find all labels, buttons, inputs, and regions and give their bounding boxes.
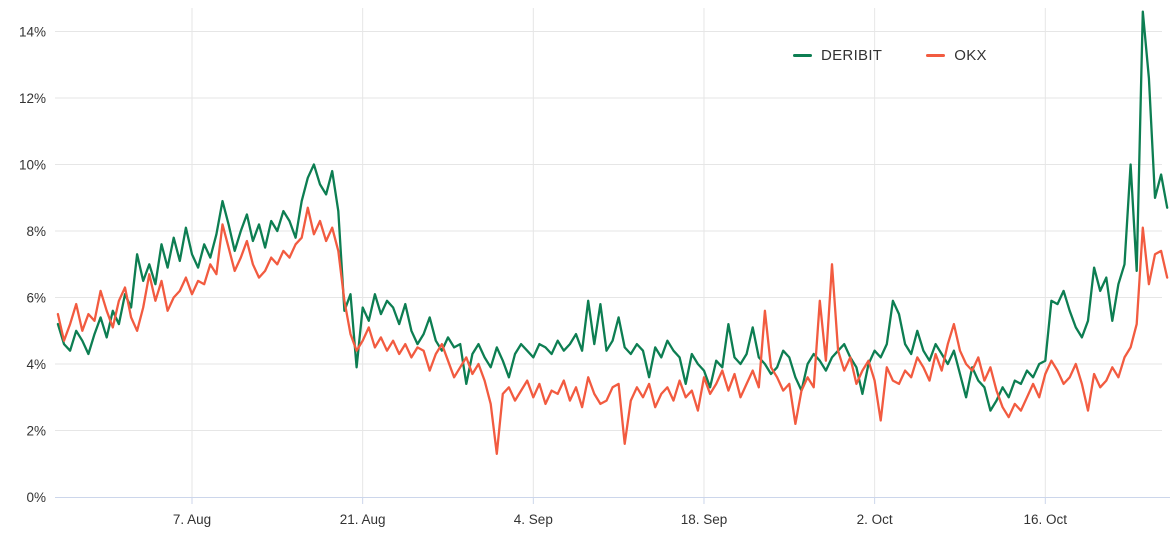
deribit-line-marker-icon bbox=[793, 54, 812, 57]
series-line-deribit[interactable] bbox=[56, 10, 1169, 412]
x-axis-tick-label: 2. Oct bbox=[857, 512, 893, 527]
chart-legend: DERIBIT OKX bbox=[793, 47, 987, 64]
x-axis-tick-label: 18. Sep bbox=[681, 512, 728, 527]
x-axis-tick-label: 16. Oct bbox=[1024, 512, 1068, 527]
y-axis-tick-label: 2% bbox=[26, 424, 46, 439]
y-axis-tick-label: 4% bbox=[26, 357, 46, 372]
legend-item-deribit[interactable]: DERIBIT bbox=[793, 47, 882, 64]
x-axis-tick-label: 7. Aug bbox=[173, 512, 211, 527]
x-axis-tick-label: 21. Aug bbox=[340, 512, 386, 527]
x-axis-tick-label: 4. Sep bbox=[514, 512, 553, 527]
legend-label-okx: OKX bbox=[954, 47, 987, 64]
y-axis-tick-label: 10% bbox=[19, 158, 46, 173]
y-axis-tick-label: 14% bbox=[19, 25, 46, 40]
y-axis-tick-label: 12% bbox=[19, 91, 46, 106]
series-line-okx[interactable] bbox=[56, 206, 1169, 455]
okx-line-marker-icon bbox=[926, 54, 946, 57]
y-axis-tick-label: 0% bbox=[26, 490, 46, 505]
legend-item-okx[interactable]: OKX bbox=[926, 47, 987, 64]
y-axis-tick-label: 8% bbox=[26, 224, 46, 239]
y-axis-tick-label: 6% bbox=[26, 291, 46, 306]
legend-label-deribit: DERIBIT bbox=[821, 47, 883, 64]
